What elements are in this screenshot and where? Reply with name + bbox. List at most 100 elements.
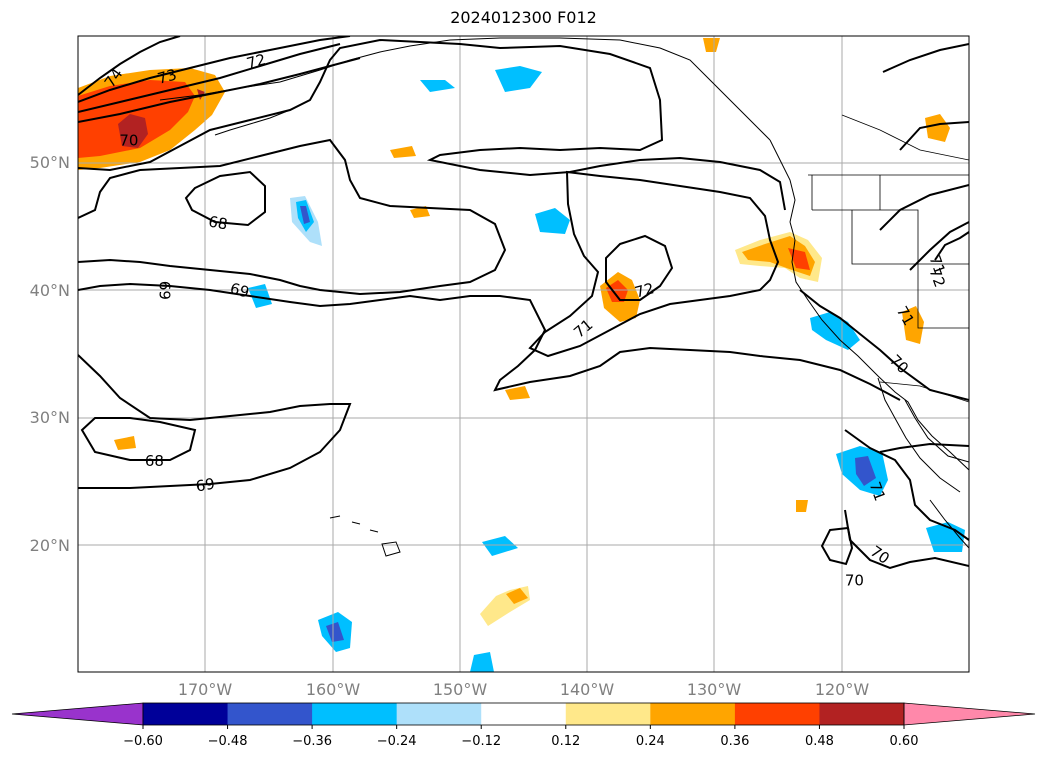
warm-anomaly-nw-max [118, 114, 148, 148]
contour-label: 73 [156, 66, 179, 88]
lon-label-130w: 130°W [687, 680, 742, 699]
colorbar-extend-max [903, 702, 1036, 726]
contour-71-north [78, 57, 361, 123]
colorbar-tick-label: 0.48 [805, 734, 834, 749]
cool-anomaly-north2 [420, 80, 455, 92]
alaska-coast [159, 37, 771, 141]
contour-69-west [78, 282, 901, 401]
lon-label-120w: 120°W [815, 680, 870, 699]
cool-anomaly-145w [535, 208, 570, 234]
warm-anomaly-central-max [606, 280, 628, 302]
lon-label-160w: 160°W [306, 680, 361, 699]
contour-label: 71 [925, 253, 948, 277]
map-title: 2024012300 F012 [450, 8, 597, 27]
colorbar-segment [650, 703, 736, 725]
warm-anomaly-147w [505, 386, 530, 400]
contour-label: 68 [207, 212, 229, 233]
lat-label-50n: 50°N [30, 153, 70, 172]
colorbar-tick-label: −0.60 [123, 734, 163, 749]
colorbar-segment [734, 703, 820, 725]
contour-70-canada [882, 43, 969, 151]
contour-label: 72 [245, 50, 268, 72]
contour-label: 69 [156, 281, 174, 300]
contour-71-central [528, 170, 780, 358]
cool-anomaly-bottom [470, 652, 494, 672]
lon-label-170w: 170°W [178, 680, 233, 699]
contour-72-north [78, 43, 341, 113]
baja-coast [877, 377, 961, 493]
us-west-coast [789, 221, 969, 471]
canada-provinces [841, 114, 969, 161]
contour-68-south [80, 417, 197, 461]
contour-74 [78, 36, 181, 96]
state-borders-west [811, 175, 969, 329]
contour-70-east [799, 289, 969, 401]
contour-70-west [78, 138, 507, 296]
longitude-labels: 170°W 160°W 150°W 140°W 130°W 120°W [178, 680, 870, 699]
contour-label: 72 [633, 279, 656, 301]
cool-anomaly-160w-max [300, 206, 310, 224]
contour-72-central [605, 234, 674, 301]
contour-73 [78, 36, 351, 103]
contour-label: 71 [866, 479, 889, 503]
lon-label-140w: 140°W [560, 680, 615, 699]
contour-72-east [909, 221, 969, 271]
colorbar: −0.60 −0.48 −0.36 −0.24 −0.12 0.12 0.24 0.36 0.4… [11, 702, 1036, 749]
latitude-labels: 50°N 40°N 30°N 20°N [30, 153, 70, 555]
political-borders [808, 114, 969, 403]
warm-anomaly-top [703, 38, 720, 52]
baja-east-coast [904, 399, 969, 463]
colorbar-frame [142, 702, 905, 726]
colorbar-segment [396, 703, 482, 725]
warm-anomaly-canada [925, 114, 950, 142]
colorbar-tick-label: −0.48 [208, 734, 248, 749]
cool-anomaly-north [495, 66, 542, 92]
colorbar-tick-label: 0.12 [551, 734, 580, 749]
cool-anomaly-hawaii-south-core [326, 622, 344, 642]
colorbar-segment [312, 703, 398, 725]
contour-label: 72 [925, 266, 948, 290]
colorbar-tick-label: −0.12 [461, 734, 501, 749]
warm-anomaly-148w-core [506, 588, 528, 604]
colorbar-tick-label: −0.24 [377, 734, 417, 749]
contour-label: 68 [145, 452, 164, 470]
colorbar-segment [143, 703, 229, 725]
contour-70-nw [78, 38, 786, 211]
lon-label-150w: 150°W [433, 680, 488, 699]
cool-anomaly-pacnw [810, 312, 860, 350]
contour-71-east [879, 184, 969, 231]
warm-anomaly-123w [796, 500, 808, 512]
map-background [78, 36, 969, 672]
colorbar-segment [481, 703, 567, 725]
lat-label-20n: 20°N [30, 536, 70, 555]
coastlines [159, 37, 969, 557]
contour-lines [78, 36, 969, 570]
contour-71-southeast [844, 429, 969, 541]
colorbar-tick-label: 0.36 [720, 734, 749, 749]
warm-anomaly-baja [902, 306, 924, 344]
colorbar-segment [819, 703, 905, 725]
bc-coast [769, 139, 796, 223]
map-frame [77, 35, 970, 673]
contour-68-west [184, 170, 266, 227]
contour-70-south-loop [820, 526, 854, 566]
warm-anomaly-175w [114, 436, 136, 450]
colorbar-segment [227, 703, 313, 725]
contour-label: 70 [845, 571, 864, 589]
cool-anomaly-150w [482, 536, 518, 556]
warm-anomaly-155w [390, 146, 416, 158]
contour-label: 69 [228, 279, 251, 301]
contour-label: 69 [194, 474, 216, 495]
cool-anomaly-baja-core [855, 456, 876, 486]
contour-label: 70 [119, 131, 138, 149]
colorbar-tick-label: 0.60 [890, 734, 919, 749]
aleutians [214, 109, 291, 136]
warm-anomaly-157w [410, 206, 430, 218]
colorbar-extend-min [11, 702, 144, 726]
contour-69-southwest [78, 354, 352, 489]
graticule [78, 36, 969, 672]
lat-label-40n: 40°N [30, 281, 70, 300]
colorbar-tick-label: −0.36 [292, 734, 332, 749]
contour-73-east [934, 231, 969, 261]
